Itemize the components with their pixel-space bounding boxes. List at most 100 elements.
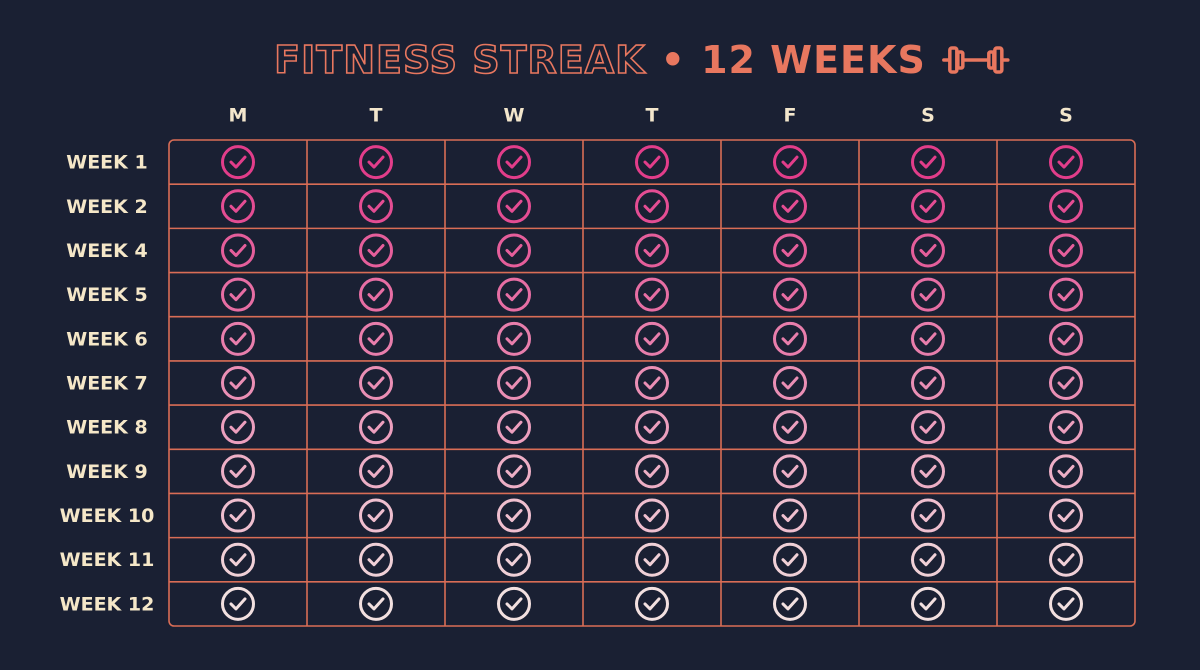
day-header: T — [646, 105, 659, 127]
check-icon — [221, 277, 255, 312]
check-icon — [359, 189, 393, 224]
check-icon — [221, 233, 255, 268]
check-mark — [505, 509, 523, 523]
check-mark — [919, 199, 937, 213]
check-icon — [497, 277, 531, 312]
check-icon — [773, 233, 807, 268]
check-mark — [1057, 464, 1075, 478]
check-mark — [229, 332, 247, 346]
day-header: S — [921, 105, 935, 127]
check-circle — [911, 189, 945, 224]
check-icon — [911, 366, 945, 400]
check-icon — [773, 542, 807, 577]
check-circle — [1049, 233, 1083, 268]
check-circle — [911, 498, 945, 533]
check-circle — [773, 586, 807, 621]
title-outline: FITNESS STREAK — [274, 38, 646, 82]
check-circle — [635, 586, 669, 621]
check-icon — [635, 586, 669, 621]
check-circle — [1049, 366, 1083, 400]
check-mark — [919, 509, 937, 523]
check-mark — [919, 420, 937, 434]
check-mark — [781, 243, 799, 257]
check-circle — [911, 586, 945, 621]
check-icon — [1049, 366, 1083, 400]
check-circle — [359, 189, 393, 224]
check-mark — [367, 332, 385, 346]
check-icon — [1049, 145, 1083, 180]
check-circle — [221, 454, 255, 489]
title-solid: 12 WEEKS — [701, 38, 926, 82]
check-mark — [919, 288, 937, 302]
check-icon — [497, 189, 531, 224]
check-icon — [359, 542, 393, 577]
check-icon — [359, 410, 393, 445]
check-circle — [359, 233, 393, 268]
check-icon — [221, 366, 255, 400]
check-icon — [359, 277, 393, 312]
day-header: W — [504, 105, 525, 127]
check-circle — [635, 277, 669, 312]
check-circle — [635, 366, 669, 400]
check-mark — [919, 332, 937, 346]
check-mark — [781, 464, 799, 478]
check-icon — [497, 321, 531, 356]
check-mark — [1057, 155, 1075, 169]
check-mark — [781, 420, 799, 434]
check-mark — [919, 553, 937, 567]
check-icon — [773, 277, 807, 312]
check-icon — [1049, 277, 1083, 312]
check-mark — [643, 199, 661, 213]
check-mark — [781, 332, 799, 346]
check-icon — [1049, 586, 1083, 621]
check-mark — [229, 553, 247, 567]
check-icon — [221, 542, 255, 577]
check-mark — [643, 464, 661, 478]
check-mark — [643, 376, 661, 390]
check-icon — [635, 145, 669, 180]
check-mark — [643, 243, 661, 257]
check-mark — [643, 420, 661, 434]
check-circle — [359, 498, 393, 533]
week-label: WEEK 7 — [66, 373, 147, 395]
check-circle — [773, 321, 807, 356]
check-circle — [497, 410, 531, 445]
check-circle — [635, 542, 669, 577]
check-icon — [497, 145, 531, 180]
check-mark — [367, 509, 385, 523]
check-mark — [367, 420, 385, 434]
check-icon — [359, 454, 393, 489]
check-icon — [911, 410, 945, 445]
check-mark — [643, 509, 661, 523]
check-icon — [221, 321, 255, 356]
check-icon — [635, 233, 669, 268]
check-mark — [505, 199, 523, 213]
check-icon — [221, 410, 255, 445]
check-icon — [635, 366, 669, 400]
check-circle — [773, 145, 807, 180]
check-circle — [911, 277, 945, 312]
check-circle — [359, 321, 393, 356]
check-mark — [367, 553, 385, 567]
check-circle — [497, 233, 531, 268]
check-mark — [367, 155, 385, 169]
day-header: F — [784, 105, 797, 127]
check-mark — [781, 597, 799, 611]
check-circle — [359, 454, 393, 489]
check-icon — [911, 542, 945, 577]
check-mark — [781, 509, 799, 523]
check-mark — [1057, 553, 1075, 567]
check-mark — [643, 155, 661, 169]
check-circle — [635, 145, 669, 180]
check-circle — [635, 454, 669, 489]
check-icon — [635, 498, 669, 533]
check-mark — [781, 376, 799, 390]
check-circle — [359, 145, 393, 180]
check-circle — [911, 321, 945, 356]
check-circle — [497, 542, 531, 577]
check-mark — [919, 376, 937, 390]
check-circle — [773, 366, 807, 400]
check-circle — [359, 366, 393, 400]
week-label: WEEK 6 — [66, 328, 147, 350]
